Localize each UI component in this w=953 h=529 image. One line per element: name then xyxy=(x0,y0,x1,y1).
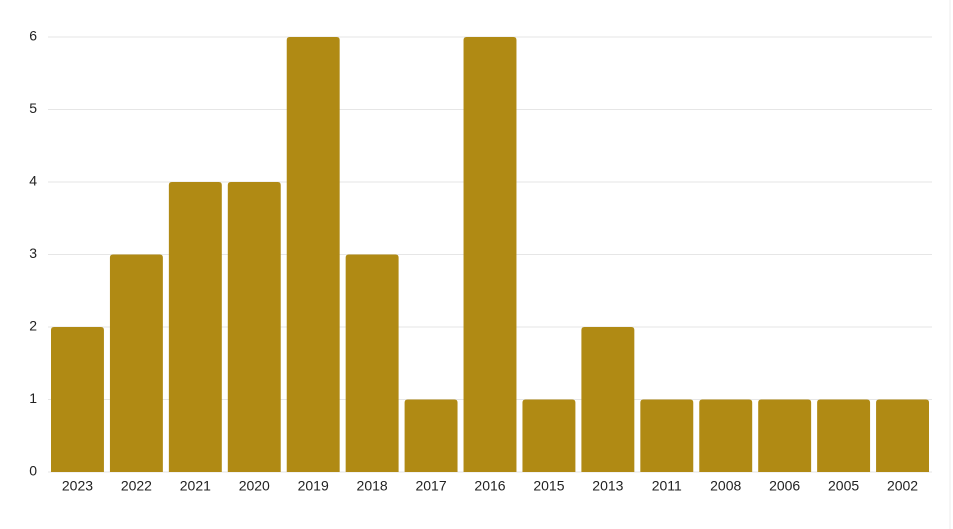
x-tick-label: 2005 xyxy=(828,478,859,494)
x-tick-label: 2021 xyxy=(180,478,211,494)
bar xyxy=(876,399,929,472)
y-tick-label: 4 xyxy=(29,173,37,189)
bar xyxy=(168,182,222,472)
x-tick-label: 2013 xyxy=(592,478,623,494)
y-tick-label: 3 xyxy=(29,245,37,261)
bar xyxy=(699,399,753,472)
bar xyxy=(286,37,340,472)
x-tick-label: 2019 xyxy=(298,478,329,494)
bar xyxy=(522,399,576,472)
x-tick-label: 2020 xyxy=(239,478,270,494)
x-tick-label: 2006 xyxy=(769,478,800,494)
bar xyxy=(817,399,871,472)
x-tick-label: 2017 xyxy=(415,478,446,494)
x-tick-label: 2023 xyxy=(62,478,93,494)
bar xyxy=(758,399,812,472)
bar xyxy=(640,399,694,472)
y-tick-label: 5 xyxy=(29,100,37,116)
x-tick-label: 2018 xyxy=(357,478,388,494)
x-tick-label: 2002 xyxy=(887,478,918,494)
bar xyxy=(345,254,399,472)
bar xyxy=(227,182,281,472)
bar xyxy=(404,399,458,472)
x-tick-label: 2022 xyxy=(121,478,152,494)
y-tick-label: 6 xyxy=(29,28,37,44)
bar xyxy=(51,327,104,472)
x-tick-label: 2015 xyxy=(533,478,564,494)
bar xyxy=(109,254,163,472)
bar xyxy=(581,327,635,472)
x-tick-label: 2016 xyxy=(474,478,505,494)
bar xyxy=(463,37,517,472)
y-tick-label: 0 xyxy=(29,463,37,479)
y-tick-label: 2 xyxy=(29,318,37,334)
x-tick-label: 2011 xyxy=(652,478,682,494)
y-tick-label: 1 xyxy=(29,390,37,406)
x-tick-label: 2008 xyxy=(710,478,741,494)
